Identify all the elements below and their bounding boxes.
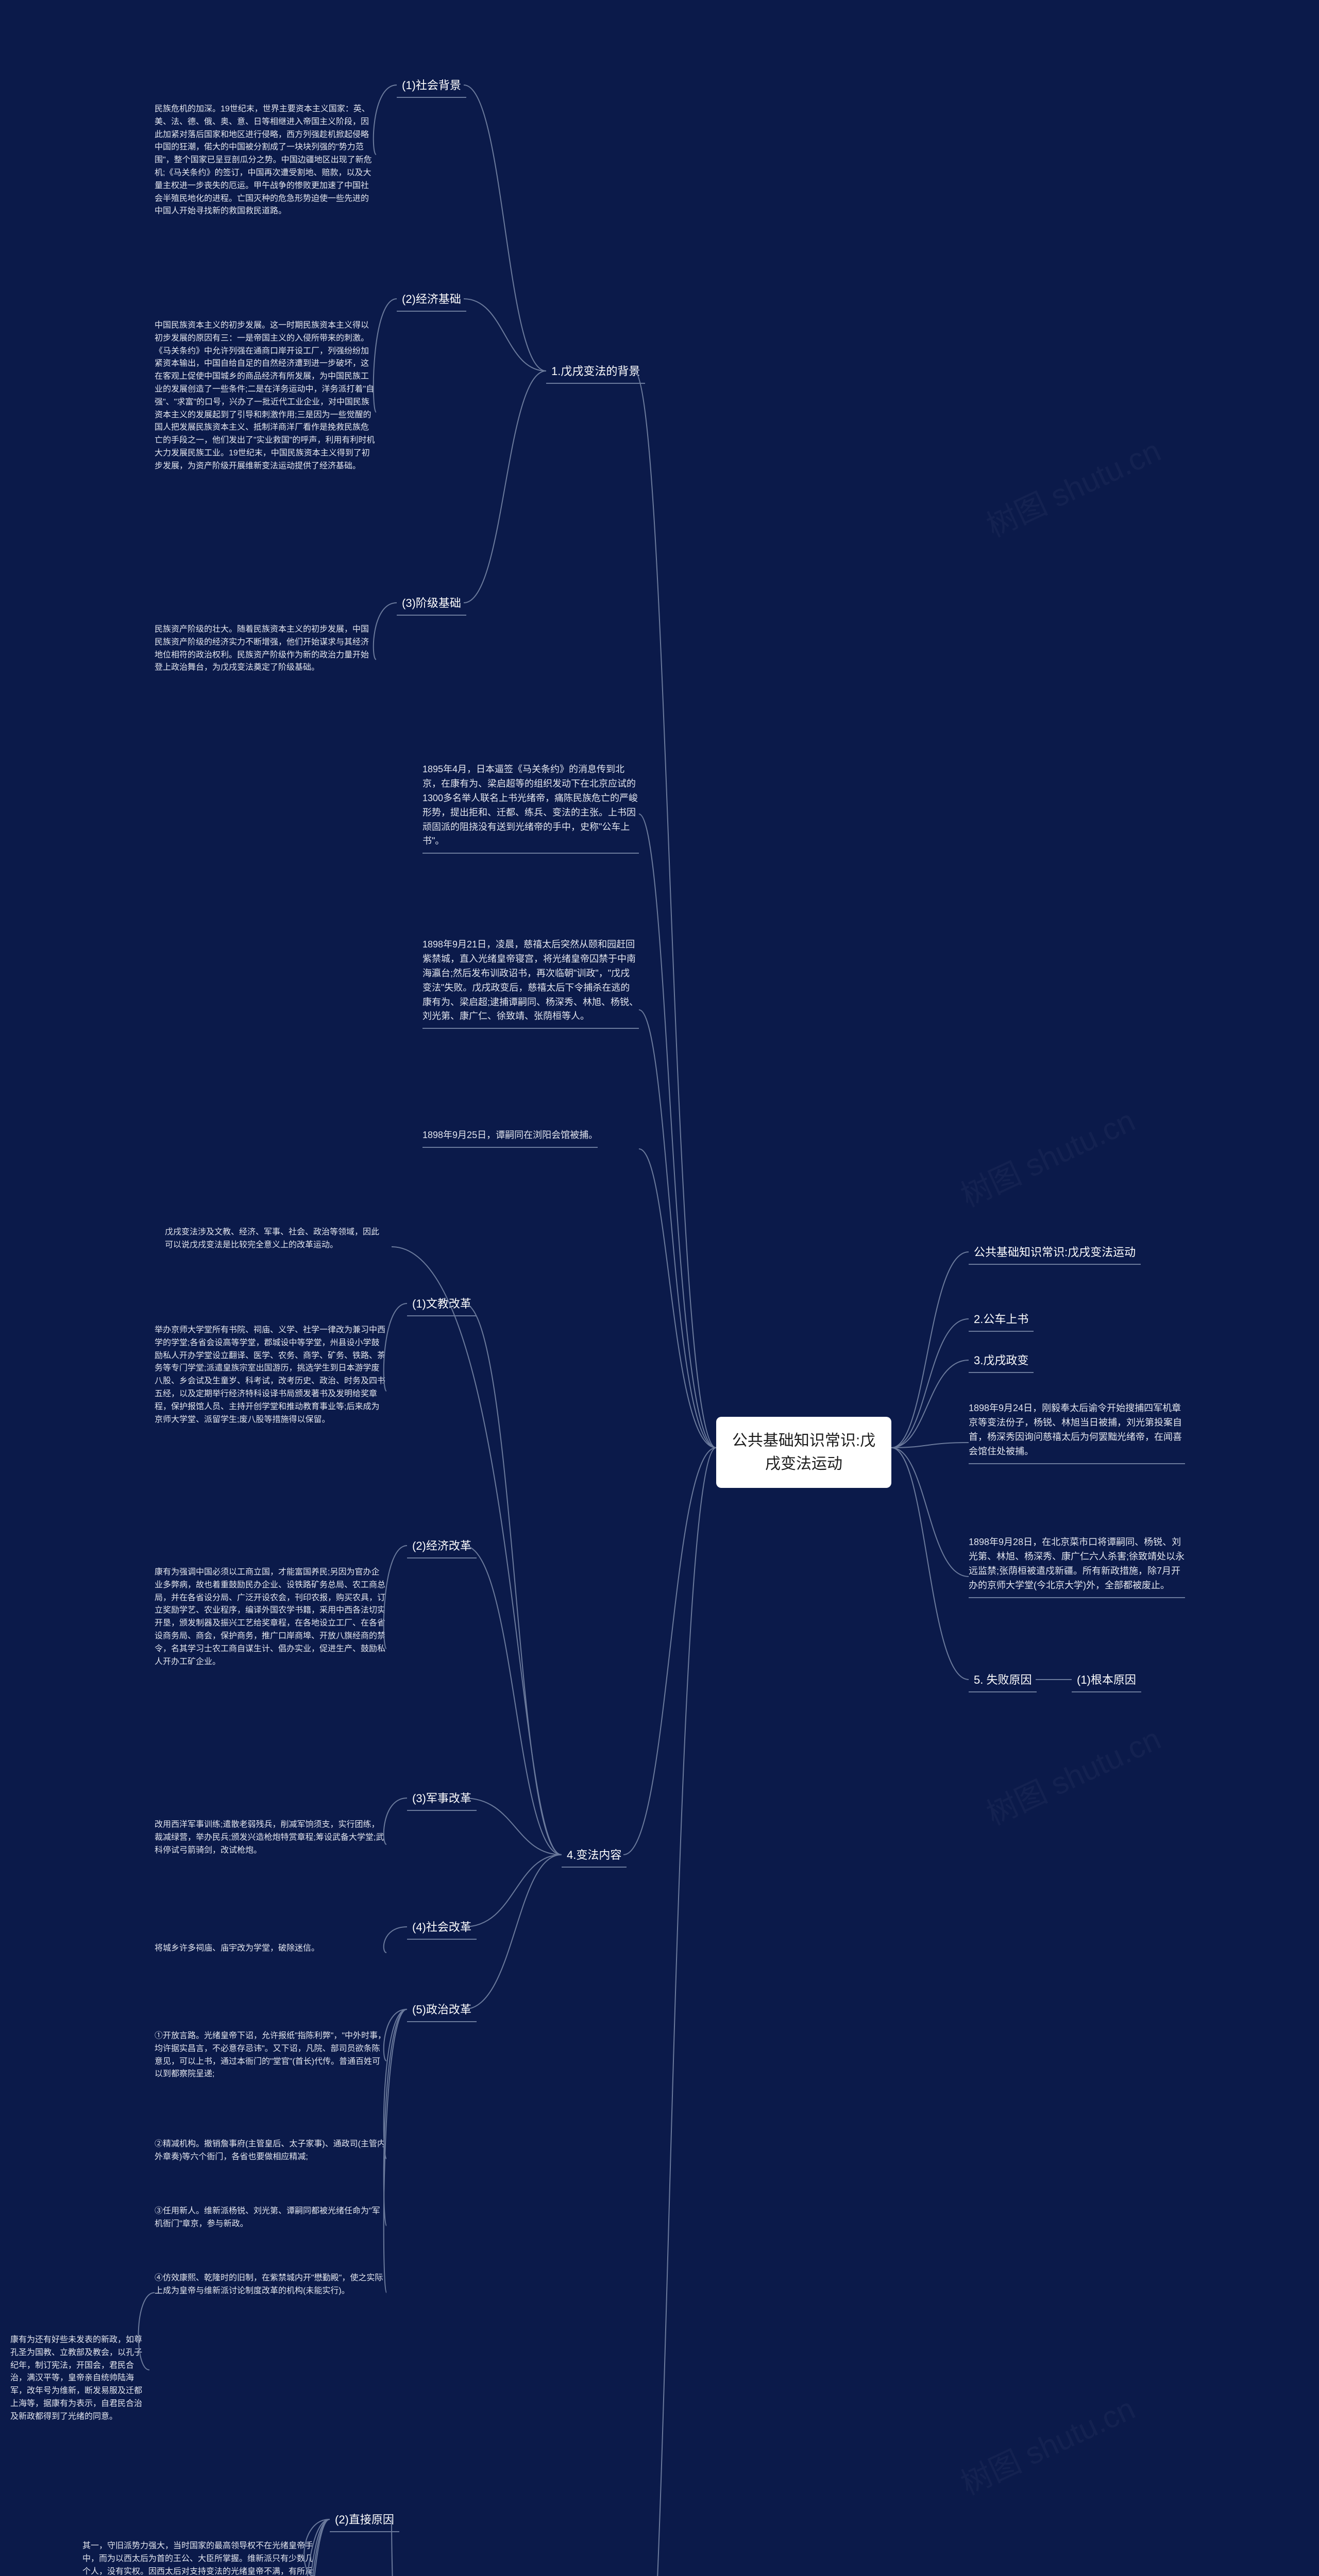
watermark: 树图 shutu.cn xyxy=(978,426,1167,546)
detail-c5-4: ④仿效康熙、乾隆时的旧制，在紫禁城内开"懋勤殿"，使之实际上成为皇帝与维新派讨论… xyxy=(155,2272,386,2298)
node-sep24: 1898年9月24日，刚毅奉太后谕令开始搜捕四军机章京等变法份子，杨锐、林旭当日… xyxy=(969,1401,1185,1464)
node-bg-class: (3)阶级基础 xyxy=(397,592,466,616)
detail-c5-1: ①开放言路。光绪皇帝下诏，允许报纸"指陈利弊"，"中外时事，均许据实昌言，不必意… xyxy=(155,2030,386,2081)
detail-bg-class: 民族资产阶级的壮大。随着民族资本主义的初步发展，中国民族资产阶级的经济实力不断增… xyxy=(155,623,376,674)
node-c2: (2)经济改革 xyxy=(407,1535,477,1558)
node-f2: (2)直接原因 xyxy=(330,2509,399,2532)
node-c4: (4)社会改革 xyxy=(407,1917,477,1940)
watermark: 树图 shutu.cn xyxy=(953,2384,1141,2503)
detail-c5-side: 康有为还有好些未发表的新政，如尊孔圣为国教、立教部及教会，以孔子纪年，制订宪法，… xyxy=(10,2334,149,2424)
detail-wuxu1: 1898年9月21日，凌晨，慈禧太后突然从颐和园赶回紫禁城，直入光绪皇帝寝宫，将… xyxy=(422,938,639,1029)
node-fail-reason: 5. 失败原因 xyxy=(969,1669,1037,1692)
node-bg-social: (1)社会背景 xyxy=(397,75,466,98)
node-root-reason: (1)根本原因 xyxy=(1072,1669,1141,1692)
detail-c5-3: ③任用新人。维新派杨锐、刘光第、谭嗣同都被光绪任命为"军机衙门"章京，参与新政。 xyxy=(155,2205,386,2231)
node-c5: (5)政治改革 xyxy=(407,1999,477,2022)
detail-wuxu2: 1898年9月25日，谭嗣同在浏阳会馆被捕。 xyxy=(422,1128,598,1148)
detail-f2-1: 其一，守旧派势力强大，当时国家的最高领导权不在光绪皇帝手中，而为以西太后为首的王… xyxy=(82,2540,314,2576)
detail-content-intro: 戊戌变法涉及文教、经济、军事、社会、政治等领域，因此可以说戊戌变法是比较完全意义… xyxy=(165,1226,386,1252)
node-sep28: 1898年9月28日，在北京菜市口将谭嗣同、杨锐、刘光第、林旭、杨深秀、康广仁六… xyxy=(969,1535,1185,1598)
center-node: 公共基础知识常识:戊戌变法运动 xyxy=(716,1417,891,1488)
detail-gongche: 1895年4月，日本逼签《马关条约》的消息传到北京，在康有为、梁启超等的组织发动… xyxy=(422,762,639,854)
node-bg-root: 1.戊戌变法的背景 xyxy=(546,361,645,384)
watermark: 树图 shutu.cn xyxy=(953,1096,1141,1215)
detail-c2: 康有为强调中国必须以工商立国，才能富国养民;另因为官办企业多弊病，故也着重鼓励民… xyxy=(155,1566,386,1668)
detail-bg-social: 民族危机的加深。19世纪末，世界主要资本主义国家：英、美、法、德、俄、奥、意、日… xyxy=(155,103,376,218)
node-c1: (1)文教改革 xyxy=(407,1293,477,1316)
detail-c4: 将城乡许多祠庙、庙宇改为学堂，破除迷信。 xyxy=(155,1942,319,1955)
node-gongche: 2.公车上书 xyxy=(969,1309,1034,1332)
node-wuxu-coup: 3.戊戌政变 xyxy=(969,1350,1034,1373)
detail-c1: 举办京师大学堂所有书院、祠庙、义学、社学一律改为兼习中西学的学堂;各省会设高等学… xyxy=(155,1324,386,1426)
detail-bg-econ: 中国民族资本主义的初步发展。这一时期民族资本主义得以初步发展的原因有三：一是帝国… xyxy=(155,319,376,473)
node-bg-econ: (2)经济基础 xyxy=(397,289,466,312)
detail-c5-2: ②精减机构。撤销詹事府(主管皇后、太子家事)、通政司(主管内外章奏)等六个衙门，… xyxy=(155,2138,386,2164)
node-c3: (3)军事改革 xyxy=(407,1788,477,1811)
node-right-title: 公共基础知识常识:戊戌变法运动 xyxy=(969,1242,1141,1265)
watermark: 树图 shutu.cn xyxy=(978,1714,1167,1834)
node-content-root: 4.变法内容 xyxy=(562,1844,627,1868)
detail-c3: 改用西洋军事训练;遣散老弱残兵，削减军饷须支，实行团练，裁减绿营，举办民兵;颁发… xyxy=(155,1819,386,1857)
